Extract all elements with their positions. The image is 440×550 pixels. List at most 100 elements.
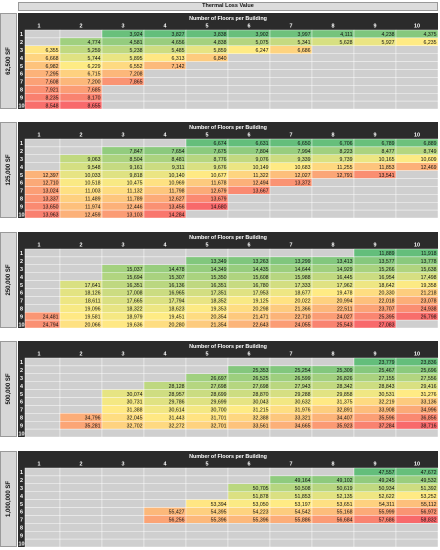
- cell-value-label: 5,075: [256, 40, 269, 46]
- cell-value-label: 18,677: [295, 291, 311, 297]
- cell-value-label: 10,140: [169, 173, 185, 179]
- empty-cell: [59, 483, 103, 492]
- empty-cell: [59, 467, 103, 477]
- empty-cell: [185, 248, 229, 258]
- empty-cell: [353, 523, 397, 532]
- column-tick-label: 4: [164, 24, 167, 30]
- cell-value-label: 24,938: [421, 306, 437, 312]
- cell-value-label: 31,276: [421, 392, 437, 398]
- cell-value-label: 30,731: [127, 400, 143, 406]
- empty-cell: [185, 491, 229, 500]
- cell-value-label: 22,710: [295, 314, 311, 320]
- cell-value-label: 18,979: [127, 314, 143, 320]
- empty-cell: [269, 194, 313, 203]
- cell-value-label: 8,235: [46, 95, 59, 101]
- empty-cell: [269, 248, 313, 258]
- cell-value-label: 55,886: [295, 518, 311, 524]
- cell-value-label: 56,256: [169, 518, 185, 524]
- cell-value-label: 3,838: [214, 32, 227, 38]
- empty-cell: [395, 53, 438, 62]
- cell-value-label: 54,311: [379, 502, 395, 508]
- empty-cell: [269, 61, 313, 70]
- empty-cell: [59, 515, 103, 524]
- row-tick-label: 6: [20, 510, 23, 516]
- row-tick-label: 2: [20, 478, 23, 484]
- empty-cell: [269, 530, 313, 540]
- cell-value-label: 15,350: [211, 275, 227, 281]
- cell-value-label: 32,891: [337, 408, 353, 414]
- empty-cell: [59, 138, 103, 148]
- empty-cell: [395, 209, 438, 218]
- cell-value-label: 27,698: [211, 384, 227, 390]
- cell-value-label: 11,798: [169, 189, 185, 195]
- column-tick-label: 7: [290, 24, 293, 30]
- cell-value-label: 22,511: [337, 306, 353, 312]
- cell-value-label: 32,272: [169, 423, 185, 429]
- cell-value-label: 34,796: [85, 415, 101, 421]
- empty-cell: [24, 365, 61, 374]
- empty-cell: [311, 69, 355, 78]
- empty-cell: [311, 194, 355, 203]
- empty-cell: [311, 538, 355, 547]
- cell-value-label: 51,878: [253, 494, 269, 500]
- empty-cell: [143, 248, 187, 258]
- empty-cell: [101, 85, 145, 94]
- empty-cell: [24, 288, 61, 297]
- empty-cell: [24, 264, 61, 273]
- cell-value-label: 35,923: [337, 423, 353, 429]
- empty-cell: [101, 467, 145, 477]
- cell-value-label: 50,934: [379, 486, 395, 492]
- empty-cell: [227, 85, 271, 94]
- empty-cell: [24, 381, 61, 390]
- cell-value-label: 20,066: [85, 322, 101, 328]
- cell-value-label: 56,684: [337, 518, 353, 524]
- empty-cell: [269, 209, 313, 218]
- column-tick-label: 4: [164, 243, 167, 249]
- row-tick-label: 7: [20, 299, 23, 305]
- cell-value-label: 10,683: [295, 165, 311, 171]
- cell-value-label: 13,263: [253, 259, 269, 265]
- cell-value-label: 36,856: [421, 415, 437, 421]
- empty-cell: [185, 92, 229, 102]
- cell-value-label: 4,656: [172, 40, 185, 46]
- cell-value-label: 32,388: [253, 415, 269, 421]
- column-tick-label: 2: [80, 352, 83, 358]
- cell-value-label: 15,266: [379, 267, 395, 273]
- cell-value-label: 10,969: [169, 181, 185, 187]
- cell-value-label: 13,679: [211, 196, 227, 202]
- cell-value-label: 6,686: [298, 48, 311, 54]
- cell-value-label: 13,349: [211, 259, 227, 265]
- cell-value-label: 26,826: [337, 376, 353, 382]
- heatmap-panel: 500,000 SF Number of Floors per Building 1…: [0, 341, 440, 437]
- cell-value-label: 33,561: [253, 423, 269, 429]
- empty-cell: [395, 77, 438, 86]
- cell-value-label: 27,556: [421, 376, 437, 382]
- empty-cell: [185, 538, 229, 547]
- cell-value-label: 17,333: [295, 283, 311, 289]
- row-tick-label: 8: [20, 87, 23, 93]
- cell-value-label: 6,840: [214, 56, 227, 62]
- empty-cell: [24, 467, 61, 477]
- column-header-band: [18, 122, 438, 139]
- empty-cell: [101, 365, 145, 374]
- empty-cell: [59, 256, 103, 265]
- row-tick-label: 4: [20, 165, 23, 171]
- empty-cell: [59, 365, 103, 374]
- cell-value-label: 13,024: [43, 189, 59, 195]
- empty-cell: [24, 413, 61, 422]
- cell-value-label: 7,654: [172, 149, 185, 155]
- cell-value-label: 5,238: [130, 48, 143, 54]
- cell-value-label: 9,676: [214, 165, 227, 171]
- cell-value-label: 56,972: [421, 510, 437, 516]
- empty-cell: [353, 53, 397, 62]
- cell-value-label: 7,142: [172, 64, 185, 70]
- cell-value-label: 34,407: [337, 415, 353, 421]
- cell-value-label: 6,247: [256, 48, 269, 54]
- cell-value-label: 8,477: [382, 149, 395, 155]
- row-tick-label: 3: [20, 486, 23, 492]
- cell-value-label: 18,642: [379, 283, 395, 289]
- cell-value-label: 18,623: [169, 306, 185, 312]
